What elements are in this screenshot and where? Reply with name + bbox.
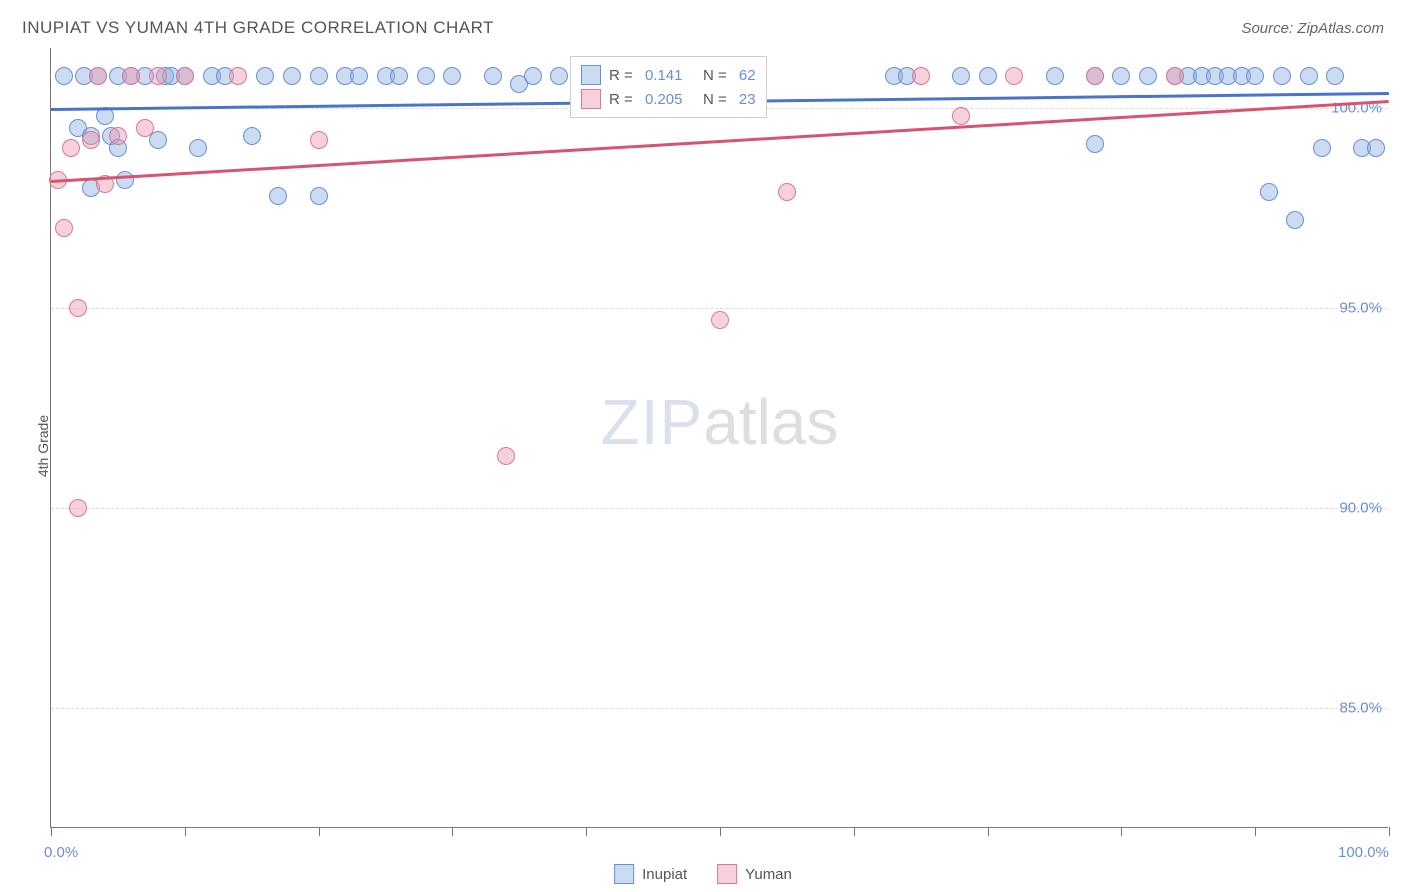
data-point (1086, 135, 1104, 153)
data-point (484, 67, 502, 85)
legend-n-value: 23 (739, 91, 756, 108)
data-point (497, 447, 515, 465)
plot-area: ZIPatlas 85.0%90.0%95.0%100.0% (50, 48, 1388, 828)
data-point (149, 67, 167, 85)
data-point (122, 67, 140, 85)
chart-source: Source: ZipAtlas.com (1241, 20, 1384, 37)
data-point (443, 67, 461, 85)
data-point (1139, 67, 1157, 85)
data-point (1300, 67, 1318, 85)
x-tick (1255, 827, 1256, 836)
legend-r-value: 0.205 (645, 91, 683, 108)
x-tick (854, 827, 855, 836)
data-point (952, 107, 970, 125)
data-point (109, 127, 127, 145)
x-tick-label: 100.0% (1338, 844, 1389, 861)
y-axis-label: 4th Grade (35, 415, 51, 477)
series-legend-item: Yuman (717, 864, 792, 884)
watermark-part2: atlas (703, 386, 838, 458)
legend-swatch (581, 89, 601, 109)
legend-r-value: 0.141 (645, 67, 683, 84)
data-point (350, 67, 368, 85)
series-legend: Inupiat Yuman (614, 864, 792, 884)
series-legend-item: Inupiat (614, 864, 687, 884)
data-point (912, 67, 930, 85)
data-point (116, 171, 134, 189)
data-point (89, 67, 107, 85)
data-point (417, 67, 435, 85)
data-point (149, 131, 167, 149)
y-tick-label: 95.0% (1339, 300, 1382, 317)
data-point (979, 67, 997, 85)
data-point (283, 67, 301, 85)
data-point (1246, 67, 1264, 85)
x-tick (1121, 827, 1122, 836)
data-point (69, 499, 87, 517)
data-point (1313, 139, 1331, 157)
data-point (55, 219, 73, 237)
x-tick (452, 827, 453, 836)
legend-row: R = 0.205 N = 23 (581, 87, 756, 111)
legend-swatch (581, 65, 601, 85)
gridline (51, 708, 1388, 709)
x-tick-label: 0.0% (44, 844, 78, 861)
series-name: Yuman (745, 866, 792, 883)
data-point (1005, 67, 1023, 85)
watermark: ZIPatlas (601, 385, 839, 459)
data-point (550, 67, 568, 85)
x-tick (319, 827, 320, 836)
data-point (524, 67, 542, 85)
x-tick (51, 827, 52, 836)
legend-n-label: N = (690, 67, 730, 84)
data-point (256, 67, 274, 85)
correlation-legend: R = 0.141 N = 62R = 0.205 N = 23 (570, 56, 767, 118)
data-point (1260, 183, 1278, 201)
data-point (55, 67, 73, 85)
data-point (269, 187, 287, 205)
data-point (189, 139, 207, 157)
y-tick-label: 90.0% (1339, 500, 1382, 517)
x-tick (586, 827, 587, 836)
gridline (51, 308, 1388, 309)
x-tick (720, 827, 721, 836)
y-tick-label: 85.0% (1339, 700, 1382, 717)
data-point (390, 67, 408, 85)
data-point (1273, 67, 1291, 85)
legend-r-label: R = (609, 67, 637, 84)
data-point (711, 311, 729, 329)
data-point (1112, 67, 1130, 85)
data-point (243, 127, 261, 145)
data-point (136, 119, 154, 137)
x-tick (185, 827, 186, 836)
x-tick (988, 827, 989, 836)
legend-n-value: 62 (739, 67, 756, 84)
chart-title: INUPIAT VS YUMAN 4TH GRADE CORRELATION C… (22, 18, 494, 38)
data-point (229, 67, 247, 85)
legend-r-label: R = (609, 91, 637, 108)
chart-header: INUPIAT VS YUMAN 4TH GRADE CORRELATION C… (22, 18, 1384, 38)
legend-swatch (614, 864, 634, 884)
legend-row: R = 0.141 N = 62 (581, 63, 756, 87)
data-point (952, 67, 970, 85)
data-point (62, 139, 80, 157)
data-point (310, 67, 328, 85)
data-point (1367, 139, 1385, 157)
data-point (310, 187, 328, 205)
data-point (1166, 67, 1184, 85)
data-point (310, 131, 328, 149)
data-point (176, 67, 194, 85)
gridline (51, 508, 1388, 509)
legend-swatch (717, 864, 737, 884)
series-name: Inupiat (642, 866, 687, 883)
legend-n-label: N = (690, 91, 730, 108)
watermark-part1: ZIP (601, 386, 704, 458)
data-point (1326, 67, 1344, 85)
data-point (778, 183, 796, 201)
data-point (1086, 67, 1104, 85)
x-tick (1389, 827, 1390, 836)
data-point (1046, 67, 1064, 85)
data-point (1286, 211, 1304, 229)
data-point (82, 131, 100, 149)
data-point (69, 299, 87, 317)
